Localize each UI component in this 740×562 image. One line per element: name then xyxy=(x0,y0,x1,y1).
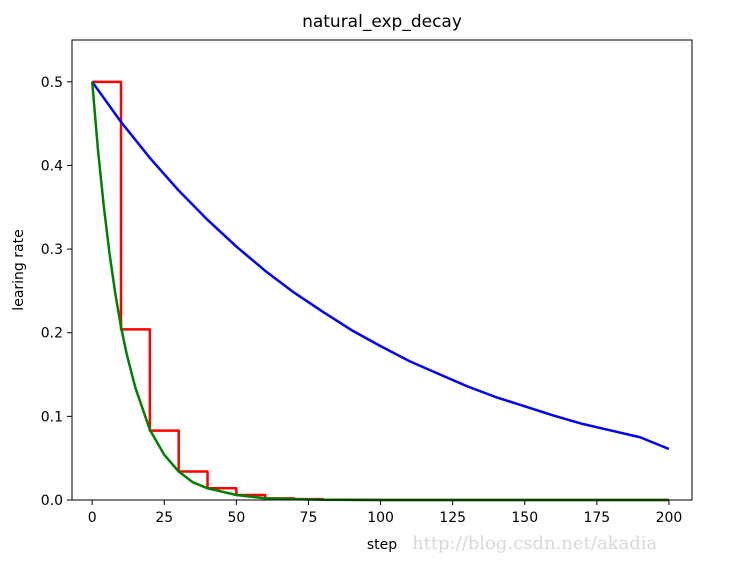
x-tick-label: 25 xyxy=(155,510,173,526)
x-tick-label: 75 xyxy=(300,510,318,526)
x-axis-label: step xyxy=(367,537,397,553)
y-tick-label: 0.1 xyxy=(41,409,63,425)
series-line-2 xyxy=(91,81,670,451)
plot-area-frame xyxy=(71,39,693,501)
x-tick-label: 0 xyxy=(88,510,97,526)
y-tick-label: 0.4 xyxy=(41,158,63,174)
y-tick-label: 0.5 xyxy=(41,75,63,91)
x-tick-label: 175 xyxy=(583,510,610,526)
watermark: http://blog.csdn.net/akadia xyxy=(412,533,657,554)
y-tick-label: 0.2 xyxy=(41,326,63,342)
x-tick-label: 200 xyxy=(656,510,683,526)
series-line-1 xyxy=(92,80,669,502)
y-tick-label: 0.3 xyxy=(41,242,63,258)
x-tick-label: 50 xyxy=(227,510,245,526)
tick-layer: 0 25 50 75 100 125 150 175 200 0.0 0.1 0.2 0.3 0.4 0.5 xyxy=(41,75,683,526)
y-axis-label: learing rate xyxy=(11,229,27,310)
series-layer xyxy=(90,80,670,502)
x-tick-label: 125 xyxy=(439,510,466,526)
y-tick-label: 0.0 xyxy=(41,493,63,509)
chart-title: natural_exp_decay xyxy=(302,12,462,32)
x-tick-label: 150 xyxy=(511,510,538,526)
x-tick-label: 100 xyxy=(367,510,394,526)
